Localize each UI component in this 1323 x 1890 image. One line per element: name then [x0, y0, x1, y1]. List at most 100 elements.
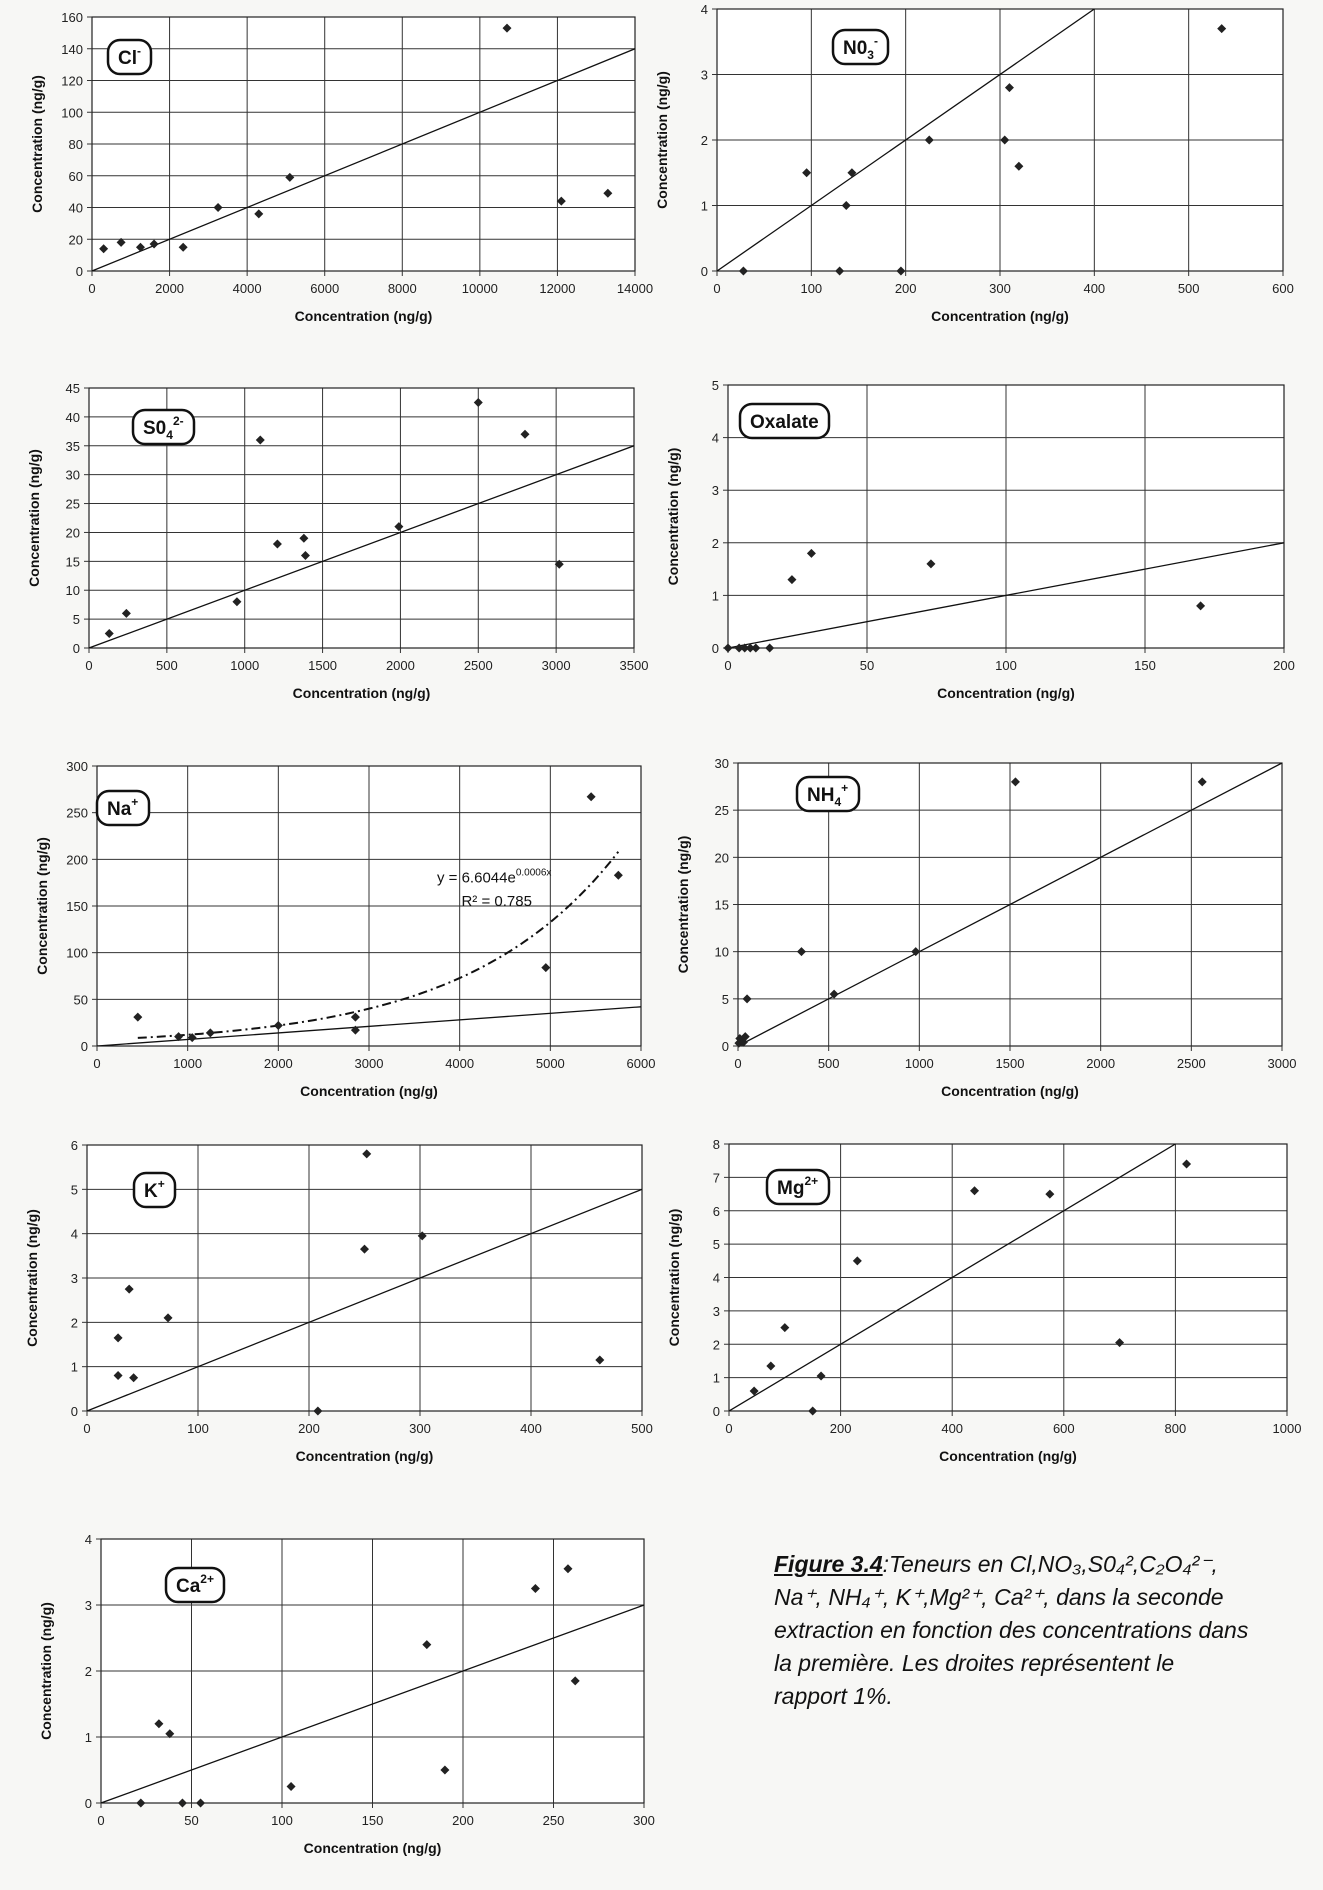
x-tick-label: 1500	[308, 658, 337, 673]
data-point	[530, 1584, 540, 1593]
x-tick-label: 0	[85, 658, 92, 673]
x-tick-label: 5000	[536, 1056, 565, 1071]
caption-line-3: extraction en fonction des concentration…	[774, 1617, 1249, 1643]
x-tick-label: 200	[452, 1813, 474, 1828]
caption-line-4: la première. Les droites représentent le	[774, 1650, 1175, 1676]
data-point	[165, 1729, 175, 1739]
y-tick-label: 0	[76, 264, 83, 279]
data-point	[285, 172, 295, 182]
x-tick-label: 1000	[230, 658, 259, 673]
x-tick-label: 2500	[464, 658, 493, 673]
data-point	[440, 1765, 450, 1775]
data-point	[273, 1020, 283, 1030]
data-point	[286, 1782, 296, 1791]
species-badge: N03-	[831, 28, 890, 66]
y-tick-label: 4	[71, 1227, 78, 1242]
species-badge-label: K+	[144, 1177, 165, 1202]
data-point	[1182, 1159, 1192, 1169]
data-point	[1197, 777, 1207, 787]
data-point	[174, 1032, 184, 1042]
data-point	[177, 1798, 187, 1808]
y-tick-label: 25	[715, 803, 729, 818]
species-badge-box	[132, 1171, 177, 1209]
chart-8: 0 200 400 600 800 1000 0 1 2 3 4 5 6 7 8 Concentration …	[666, 1137, 1301, 1464]
x-tick-label: 12000	[539, 281, 575, 296]
y-tick-label: 10	[715, 945, 729, 960]
y-tick-label: 0	[701, 264, 708, 279]
y-tick-label: 0	[722, 1039, 729, 1054]
data-point	[394, 522, 404, 532]
x-tick-label: 2000	[386, 658, 415, 673]
caption-line-2: Na⁺, NH₄⁺, K⁺,Mg²⁺, Ca²⁺, dans la second…	[774, 1584, 1224, 1610]
data-point	[136, 1798, 146, 1808]
chart-2: 0 100 200 300 400 500 600 0 1 2 3 4 Concentration (n…	[654, 2, 1294, 324]
data-point	[473, 397, 483, 407]
x-tick-label: 100	[187, 1421, 209, 1436]
reference-line	[101, 1604, 644, 1803]
y-tick-label: 1	[85, 1730, 92, 1745]
data-point	[780, 1323, 790, 1333]
data-point	[113, 1333, 123, 1343]
x-tick-label: 0	[725, 1421, 732, 1436]
x-tick-label: 1000	[1273, 1421, 1302, 1436]
y-axis-label: Concentration (ng/g)	[38, 1602, 54, 1740]
species-badge: S042-	[131, 408, 196, 446]
y-tick-label: 6	[71, 1138, 78, 1153]
chart-6: 0 500 1000 1500 2000 2500 3000 0 5 10 15 20 25 30 Conc…	[675, 756, 1296, 1099]
species-badge-box	[131, 408, 196, 446]
y-tick-label: 1	[713, 1371, 720, 1386]
data-point	[556, 196, 566, 206]
chart-5: 0 1000 2000 3000 4000 5000 6000 0 50 100 150 200 250…	[34, 759, 655, 1099]
y-tick-label: 2	[713, 1337, 720, 1352]
x-tick-label: 500	[156, 658, 178, 673]
data-point	[603, 188, 613, 198]
data-point	[362, 1149, 372, 1159]
y-tick-label: 160	[61, 10, 83, 25]
data-point	[1000, 135, 1010, 145]
data-point	[847, 168, 857, 178]
data-point	[1045, 1189, 1055, 1199]
data-point	[196, 1798, 206, 1808]
data-point	[841, 201, 851, 210]
x-tick-label: 100	[271, 1813, 293, 1828]
y-tick-label: 40	[66, 410, 80, 425]
data-point	[149, 239, 159, 249]
figure-caption: Figure 3.4:Teneurs en Cl,NO₃,S0₄²,C₂O₄²⁻…	[774, 1548, 1314, 1713]
y-tick-label: 45	[66, 381, 80, 396]
y-tick-label: 250	[66, 806, 88, 821]
data-point	[135, 242, 145, 252]
x-tick-label: 150	[1134, 658, 1156, 673]
y-tick-label: 4	[85, 1532, 92, 1547]
y-tick-label: 2	[71, 1315, 78, 1330]
chart-7: 0 100 200 300 400 500 0 1 2 3 4 5 6 Concentration (ng…	[24, 1138, 653, 1464]
data-point	[178, 242, 188, 252]
data-point	[104, 629, 114, 639]
y-tick-label: 5	[712, 378, 719, 393]
x-tick-label: 600	[1272, 281, 1294, 296]
y-tick-label: 6	[713, 1204, 720, 1219]
data-point	[808, 1406, 818, 1416]
y-tick-label: 140	[61, 42, 83, 57]
y-tick-label: 0	[81, 1039, 88, 1054]
data-point	[802, 168, 812, 178]
data-point	[417, 1231, 427, 1241]
data-point	[911, 947, 921, 957]
data-point	[563, 1564, 573, 1574]
data-point	[742, 994, 752, 1004]
y-axis-label: Concentration (ng/g)	[34, 837, 50, 975]
x-tick-label: 1000	[905, 1056, 934, 1071]
y-tick-label: 3	[712, 483, 719, 498]
y-tick-label: 5	[73, 612, 80, 627]
data-point	[99, 244, 109, 254]
y-tick-label: 8	[713, 1137, 720, 1152]
chart-3: 0 500 1000 1500 2000 2500 3000 3500 0 5 10 15 20 25 30…	[26, 381, 648, 701]
y-tick-label: 15	[66, 554, 80, 569]
data-point	[154, 1719, 164, 1729]
chart-4: 0 50 100 150 200 0 1 2 3 4 5 Concentration (ng/g) Co…	[665, 378, 1295, 701]
data-point	[129, 1373, 139, 1383]
y-tick-label: 20	[69, 232, 83, 247]
x-tick-label: 100	[995, 658, 1017, 673]
x-tick-label: 3000	[1268, 1056, 1297, 1071]
x-tick-label: 800	[1165, 1421, 1187, 1436]
